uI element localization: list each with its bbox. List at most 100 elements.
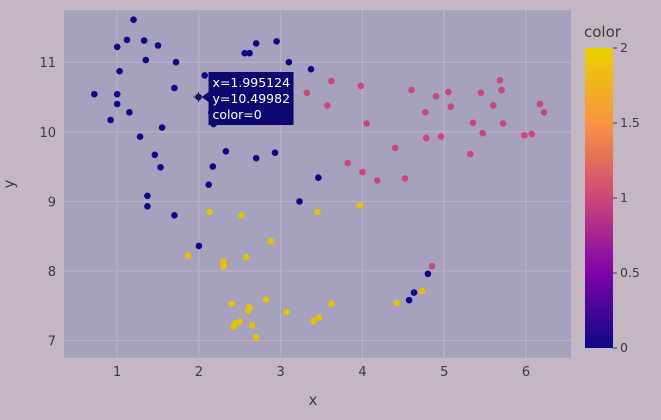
scatter-point[interactable] [445, 88, 452, 96]
scatter-point[interactable] [423, 134, 430, 142]
scatter-point[interactable] [283, 308, 290, 316]
scatter-point[interactable] [310, 317, 317, 325]
scatter-point[interactable] [432, 93, 440, 100]
plot-area[interactable] [64, 10, 571, 358]
scatter-point[interactable] [252, 333, 260, 341]
scatter-point[interactable] [528, 130, 535, 138]
scatter-point[interactable] [222, 148, 230, 155]
scatter-point[interactable] [136, 133, 144, 140]
scatter-points[interactable] [91, 16, 548, 341]
scatter-point[interactable] [540, 109, 548, 116]
scatter-point[interactable] [496, 77, 504, 84]
scatter-point[interactable] [209, 163, 217, 170]
scatter-point[interactable] [356, 202, 364, 209]
scatter-point[interactable] [185, 252, 192, 259]
scatter-point[interactable] [142, 56, 150, 64]
scatter-point[interactable] [324, 102, 331, 109]
scatter-point[interactable] [344, 159, 352, 167]
scatter-point[interactable] [271, 149, 279, 156]
colorbar-tick-label: 0.5 [620, 265, 640, 280]
scatter-point[interactable] [91, 90, 98, 98]
scatter-point[interactable] [123, 36, 131, 44]
scatter-point[interactable] [236, 318, 244, 326]
scatter-point[interactable] [285, 58, 293, 66]
scatter-point[interactable] [201, 72, 208, 79]
scatter-point[interactable] [241, 49, 248, 57]
scatter-point[interactable] [328, 77, 335, 85]
scatter-point[interactable] [252, 40, 260, 47]
scatter-point[interactable] [477, 89, 485, 97]
scatter-point[interactable] [126, 109, 133, 116]
scatter-point[interactable] [490, 102, 497, 109]
scatter-point[interactable] [363, 120, 370, 127]
scatter-point[interactable] [521, 132, 528, 139]
scatter-point[interactable] [228, 300, 235, 308]
scatter-point[interactable] [273, 38, 280, 45]
scatter-point[interactable] [373, 177, 381, 184]
scatter-point[interactable] [252, 154, 260, 162]
scatter-point[interactable] [536, 100, 544, 108]
scatter-point[interactable] [328, 300, 335, 308]
scatter-point[interactable] [357, 82, 365, 90]
scatter-point[interactable] [157, 164, 164, 171]
scatter-point[interactable] [467, 150, 474, 158]
scatter-point[interactable] [479, 129, 487, 137]
scatter-point[interactable] [144, 203, 151, 210]
scatter-point[interactable] [408, 86, 415, 94]
scatter-point[interactable] [498, 86, 505, 94]
colorbar-title: color [584, 23, 622, 41]
scatter-point[interactable] [238, 212, 245, 219]
scatter-point[interactable] [447, 103, 455, 110]
scatter-point[interactable] [246, 303, 253, 311]
scatter-point[interactable] [393, 299, 401, 307]
scatter-point[interactable] [267, 237, 275, 245]
tooltip-pointer [201, 92, 209, 103]
scatter-point[interactable] [499, 120, 507, 127]
scatter-point[interactable] [314, 208, 321, 216]
scatter-point[interactable] [262, 296, 270, 303]
scatter-point[interactable] [246, 49, 253, 57]
scatter-point[interactable] [422, 109, 429, 116]
scatter-point[interactable] [418, 287, 426, 295]
scatter-point[interactable] [296, 198, 303, 205]
scatter-point[interactable] [424, 270, 432, 278]
scatter-point[interactable] [151, 151, 159, 159]
scatter-point[interactable] [315, 314, 323, 321]
scatter-point[interactable] [243, 253, 250, 261]
scatter-point[interactable] [130, 16, 137, 24]
y-tick-label: 8 [48, 265, 56, 280]
scatter-point[interactable] [140, 37, 148, 44]
scatter-point[interactable] [303, 89, 311, 97]
scatter-point[interactable] [107, 116, 114, 124]
scatter-point[interactable] [410, 289, 418, 296]
scatter-point[interactable] [113, 100, 121, 108]
scatter-point[interactable] [116, 67, 123, 75]
colorbar-tick-label: 0 [620, 340, 628, 355]
scatter-point[interactable] [401, 175, 409, 182]
scatter-point[interactable] [307, 65, 315, 73]
scatter-point[interactable] [171, 212, 178, 219]
scatter-point[interactable] [195, 242, 203, 250]
scatter-point[interactable] [144, 192, 151, 200]
scatter-point[interactable] [359, 168, 366, 176]
x-tick-label: 6 [522, 365, 530, 380]
scatter-point[interactable] [172, 58, 180, 66]
scatter-point[interactable] [158, 124, 166, 131]
scatter-point[interactable] [205, 181, 212, 188]
colorbar-tick-label: 1 [620, 190, 628, 205]
scatter-point[interactable] [206, 208, 213, 216]
scatter-point[interactable] [113, 43, 121, 51]
scatter-point[interactable] [315, 174, 322, 181]
scatter-point[interactable] [248, 322, 256, 329]
scatter-point[interactable] [391, 144, 399, 152]
scatter-point[interactable] [113, 90, 121, 98]
scatter-point[interactable] [469, 119, 477, 127]
scatter-point[interactable] [171, 84, 178, 92]
scatter-point[interactable] [428, 262, 436, 270]
scatter-point[interactable] [405, 296, 413, 304]
grid-lines [64, 10, 571, 358]
scatter-point[interactable] [154, 42, 162, 49]
scatter-point[interactable] [220, 263, 227, 271]
scatter-point[interactable] [437, 133, 445, 140]
